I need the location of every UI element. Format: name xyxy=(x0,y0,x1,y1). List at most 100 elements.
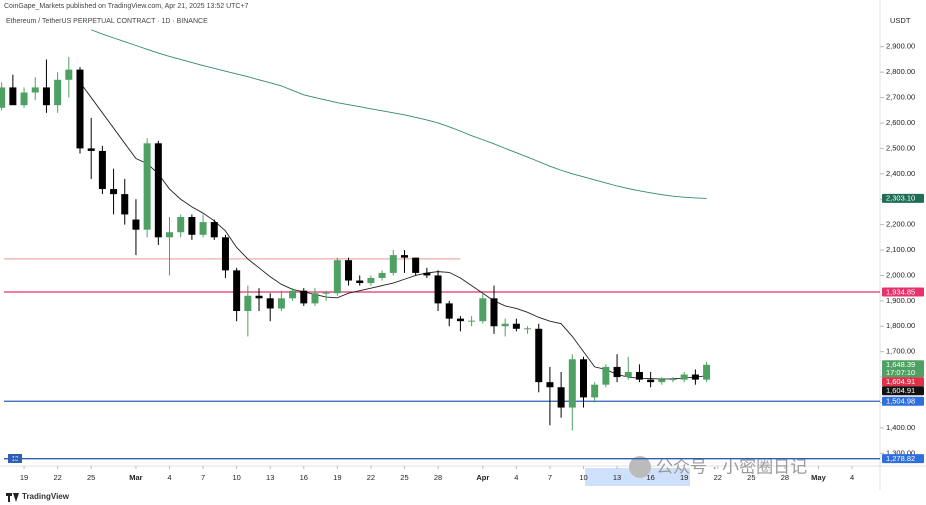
x-tick-label: 25 xyxy=(400,473,408,482)
candle-body xyxy=(524,328,532,330)
x-tick-label: 10 xyxy=(232,473,240,482)
price-tag xyxy=(882,377,924,387)
candle-body xyxy=(31,87,39,93)
candle-body xyxy=(266,298,274,309)
candle-body xyxy=(311,293,319,304)
x-tick-label: 25 xyxy=(747,473,755,482)
candle-body xyxy=(434,275,442,304)
candle-body xyxy=(210,222,218,238)
candle-body xyxy=(177,216,185,233)
x-tick-label: 19 xyxy=(20,473,28,482)
x-tick-label: 19 xyxy=(680,473,688,482)
y-tick-label: 1,400.00 xyxy=(886,423,915,432)
y-tick-label: 2,200.00 xyxy=(886,220,915,229)
candle-body xyxy=(20,92,28,106)
candle-body xyxy=(389,255,397,273)
symbol-line: Ethereum / TetherUS PERPETUAL CONTRACT ·… xyxy=(6,18,208,25)
y-tick-label: 2,800.00 xyxy=(886,67,915,76)
price-tag-countdown: 17:07:10 xyxy=(886,368,915,377)
brand: TradingView xyxy=(22,492,70,501)
candle-body xyxy=(154,143,162,238)
y-tick-label: 2,000.00 xyxy=(886,270,915,279)
candle-body xyxy=(42,87,50,106)
x-tick-label: 7 xyxy=(201,473,205,482)
candle-body xyxy=(255,295,263,299)
candle-body xyxy=(647,379,655,383)
x-tick-label: 4 xyxy=(850,473,854,482)
price-tag xyxy=(882,193,924,203)
price-tag xyxy=(882,454,924,464)
x-tick-label: 22 xyxy=(714,473,722,482)
candle-body xyxy=(591,384,599,398)
x-tick-label: 4 xyxy=(514,473,518,482)
moving-average xyxy=(91,29,707,199)
x-tick-label: 19 xyxy=(333,473,341,482)
y-tick-label: 1,300.00 xyxy=(886,448,915,457)
candle-body xyxy=(400,255,408,258)
candle-body xyxy=(244,295,252,312)
watermark: 公众号 · 小密圈日记 xyxy=(656,457,807,476)
x-tick-label: 16 xyxy=(646,473,654,482)
price-tag xyxy=(882,396,924,406)
price-tag xyxy=(882,360,924,378)
candle-body xyxy=(9,87,17,106)
candle-body xyxy=(546,382,554,388)
candle-body xyxy=(132,219,140,230)
candle-body xyxy=(624,371,632,378)
candle-body xyxy=(356,280,364,284)
moving-average xyxy=(79,82,707,380)
candle-body xyxy=(378,272,386,278)
y-tick-label: 2,700.00 xyxy=(886,93,915,102)
watermark-icon xyxy=(629,456,651,478)
price-tag-label: 1,604.91 xyxy=(886,377,915,386)
candle-body xyxy=(54,79,62,106)
candle-body xyxy=(568,359,576,408)
price-tag xyxy=(882,386,924,396)
candle-body xyxy=(87,148,95,151)
candle-body xyxy=(635,371,643,380)
y-tick-label: 1,900.00 xyxy=(886,296,915,305)
candle-body xyxy=(188,216,196,235)
price-tag-label: 1,934.85 xyxy=(886,287,915,296)
y-tick-label: 1,800.00 xyxy=(886,321,915,330)
candle-body xyxy=(110,189,118,195)
price-tag-label: 1,648.39 xyxy=(886,360,915,369)
currency: USDT xyxy=(890,16,911,25)
x-tick-label: 10 xyxy=(579,473,587,482)
price-tag-label: 1,604.91 xyxy=(886,386,915,395)
candle-body xyxy=(221,237,229,271)
candle-body xyxy=(456,318,464,322)
x-tick-label: 25 xyxy=(87,473,95,482)
x-tick-label: 22 xyxy=(367,473,375,482)
candle-body xyxy=(76,69,84,149)
y-tick-label: 2,900.00 xyxy=(886,42,915,51)
tv-logo xyxy=(6,493,19,502)
candle-body xyxy=(277,298,285,309)
publisher-line: CoinGape_Markets published on TradingVie… xyxy=(4,3,249,10)
candle-body xyxy=(703,364,711,380)
candle-body xyxy=(121,194,129,215)
price-tag-label: 1,278.82 xyxy=(886,454,915,463)
price-tag-label: 2,303.10 xyxy=(886,194,915,203)
candle-body xyxy=(322,292,330,294)
candle-body xyxy=(579,359,587,398)
candle-body xyxy=(98,150,106,190)
candle-body xyxy=(468,320,476,322)
badge: 12 xyxy=(12,457,19,463)
candle-body xyxy=(490,298,498,327)
candle-body xyxy=(501,323,509,327)
x-tick-label: 13 xyxy=(266,473,274,482)
x-tick-label: 13 xyxy=(613,473,621,482)
candle-body xyxy=(143,143,151,230)
x-tick-label: 7 xyxy=(548,473,552,482)
candle-body xyxy=(333,260,341,294)
candle-body xyxy=(233,270,241,312)
y-tick-label: 1,700.00 xyxy=(886,347,915,356)
x-tick-label: May xyxy=(811,473,826,482)
candle-body xyxy=(557,387,565,408)
candle-body xyxy=(166,232,174,238)
candle-body xyxy=(367,277,375,284)
price-tag xyxy=(882,287,924,297)
candle-body xyxy=(535,328,543,383)
